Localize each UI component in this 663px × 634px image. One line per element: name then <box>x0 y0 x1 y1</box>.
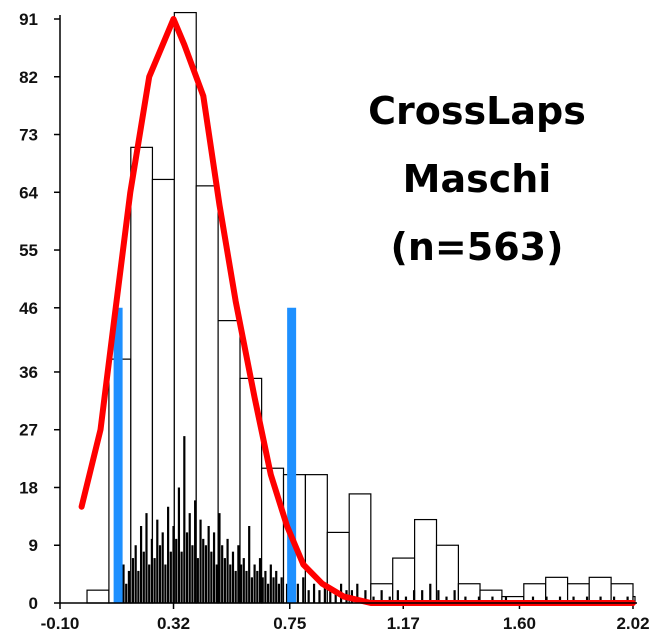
y-tick-label: 27 <box>19 421 38 440</box>
fine-value-spikes <box>119 436 629 603</box>
y-tick-label: 73 <box>19 126 38 145</box>
y-tick-label: 18 <box>19 478 38 497</box>
y-tick-label: 91 <box>19 10 38 29</box>
y-tick-label: 36 <box>19 363 38 382</box>
y-tick-label: 0 <box>29 594 38 613</box>
x-axis-ticks: -0.10 0.32 0.75 1.17 1.60 2.02 <box>41 603 650 633</box>
reference-lines <box>113 307 297 603</box>
histogram-bar <box>86 589 110 604</box>
y-tick-label: 64 <box>19 183 38 202</box>
title-line-2: Maschi <box>403 157 552 201</box>
title-line-3: (n=563) <box>391 225 564 269</box>
y-tick-label: 46 <box>19 299 38 318</box>
histogram-bar <box>414 518 438 604</box>
y-tick-label: 82 <box>19 68 38 87</box>
x-tick-label: 0.75 <box>273 614 306 633</box>
histogram-bar <box>392 557 416 604</box>
y-tick-label: 9 <box>29 536 38 555</box>
y-tick-label: 55 <box>19 241 38 260</box>
chart-title: CrossLaps Maschi (n=563) <box>368 89 586 269</box>
x-tick-label: 1.17 <box>387 614 420 633</box>
x-tick-label: -0.10 <box>41 614 80 633</box>
title-line-1: CrossLaps <box>368 89 586 133</box>
x-tick-label: 1.60 <box>503 614 536 633</box>
x-tick-label: 0.32 <box>157 614 190 633</box>
histogram-bar <box>545 576 569 604</box>
histogram-bar <box>348 493 372 604</box>
y-axis-ticks: 0 9 18 27 36 46 55 64 73 82 91 <box>19 10 60 613</box>
x-tick-label: 2.02 <box>616 614 649 633</box>
